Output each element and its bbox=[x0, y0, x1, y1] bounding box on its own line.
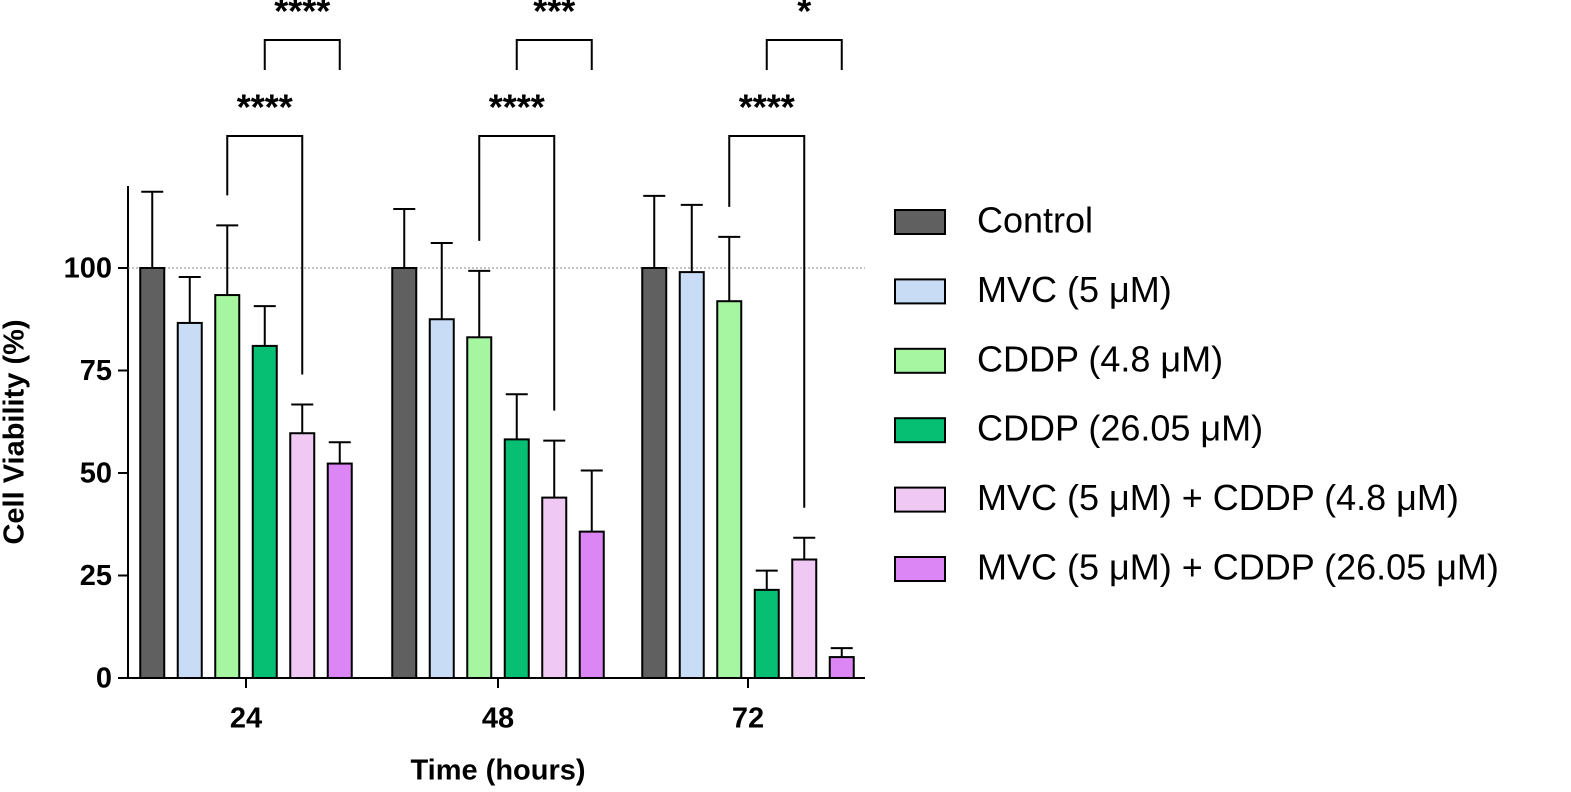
bar bbox=[791, 558, 818, 680]
significance-label: **** bbox=[274, 0, 330, 32]
legend-swatch bbox=[894, 278, 946, 305]
significance-bracket bbox=[728, 135, 806, 508]
bar bbox=[428, 318, 455, 679]
bar bbox=[251, 344, 278, 679]
bar bbox=[139, 267, 166, 679]
y-tick-label: 75 bbox=[80, 355, 112, 387]
legend-label: CDDP (4.8 μM) bbox=[977, 338, 1223, 379]
y-tick-label: 50 bbox=[80, 458, 112, 490]
legend-label: CDDP (26.05 μM) bbox=[977, 408, 1263, 449]
y-tick-label: 0 bbox=[96, 663, 112, 695]
bar bbox=[541, 496, 568, 679]
x-tick-label: 48 bbox=[482, 703, 514, 735]
legend-swatch bbox=[894, 417, 946, 444]
legend-label: MVC (5 μM) + CDDP (4.8 μM) bbox=[977, 477, 1459, 518]
bar bbox=[391, 267, 418, 679]
bar bbox=[753, 588, 780, 679]
significance-bracket bbox=[263, 39, 341, 70]
bar bbox=[466, 336, 493, 679]
significance-bracket bbox=[226, 135, 304, 375]
y-tick-label: 25 bbox=[80, 560, 112, 592]
x-tick-label: 72 bbox=[732, 703, 764, 735]
bar bbox=[214, 294, 241, 679]
bar bbox=[176, 321, 203, 679]
bar bbox=[828, 656, 855, 680]
legend-swatch bbox=[894, 347, 946, 374]
significance-bracket bbox=[765, 39, 843, 70]
legend-swatch bbox=[894, 556, 946, 582]
x-tick-label: 24 bbox=[230, 703, 262, 735]
significance-bracket bbox=[478, 135, 556, 411]
x-axis-title: Time (hours) bbox=[410, 755, 585, 787]
bar bbox=[641, 267, 668, 679]
significance-label: **** bbox=[739, 87, 795, 128]
legend-swatch bbox=[894, 486, 946, 513]
significance-bracket bbox=[515, 39, 593, 70]
bar bbox=[326, 462, 353, 679]
legend-label: MVC (5 μM) bbox=[977, 269, 1172, 310]
legend-label: Control bbox=[977, 200, 1093, 241]
significance-label: **** bbox=[237, 87, 293, 128]
significance-label: * bbox=[797, 0, 811, 32]
bar bbox=[503, 438, 530, 679]
y-tick-label: 100 bbox=[64, 253, 112, 285]
legend-swatch bbox=[894, 209, 946, 235]
significance-label: **** bbox=[489, 87, 545, 128]
bar bbox=[716, 300, 743, 679]
bar bbox=[289, 432, 316, 680]
y-axis-title: Cell Viability (%) bbox=[0, 319, 31, 544]
significance-label: *** bbox=[533, 0, 575, 32]
legend-label: MVC (5 μM) + CDDP (26.05 μM) bbox=[977, 547, 1499, 588]
bar bbox=[678, 271, 705, 679]
bar bbox=[578, 530, 605, 679]
